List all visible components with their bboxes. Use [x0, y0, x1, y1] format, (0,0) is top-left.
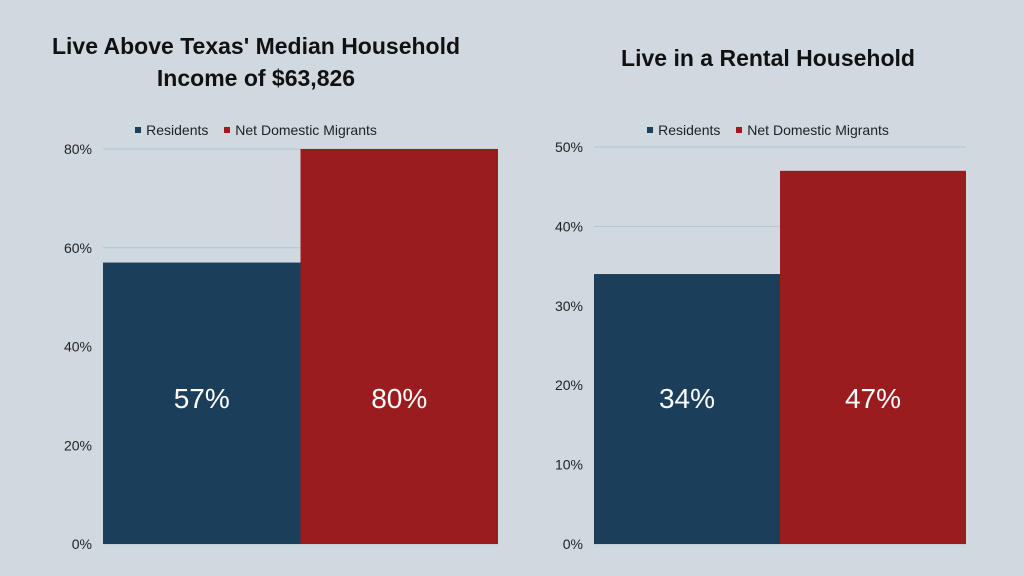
bar-data-label: 80% — [371, 383, 427, 414]
rental-plot: 0% 10% 20% 30% 40% 50% 34% 47% — [555, 139, 966, 552]
y-tick-label: 40% — [555, 218, 583, 234]
bar-data-label: 34% — [659, 383, 715, 414]
y-tick-label: 60% — [64, 240, 92, 256]
y-tick-label: 40% — [64, 339, 92, 355]
legend-swatch-residents — [135, 127, 142, 133]
y-tick-label: 30% — [555, 298, 583, 314]
legend-item-residents: Residents — [647, 122, 720, 138]
y-tick-label: 50% — [555, 139, 583, 155]
y-tick-label: 0% — [563, 536, 583, 552]
legend-label-migrants: Net Domestic Migrants — [747, 122, 889, 138]
rental-chart: Live in a Rental Household Residents Net… — [512, 0, 1024, 576]
chart-legend: Residents Net Domestic Migrants — [0, 120, 512, 138]
legend-label-migrants: Net Domestic Migrants — [235, 122, 377, 138]
y-tick-label: 0% — [72, 536, 92, 552]
y-tick-label: 10% — [555, 457, 583, 473]
y-tick-label: 80% — [64, 141, 92, 157]
income-chart: Live Above Texas' Median Household Incom… — [0, 33, 512, 552]
chart-title: Live Above Texas' Median Household Incom… — [51, 33, 461, 91]
bar-migrants — [780, 170, 966, 544]
bar-migrants — [300, 149, 498, 544]
legend-item-migrants: Net Domestic Migrants — [736, 122, 889, 138]
legend-swatch-migrants — [224, 127, 231, 133]
bar-residents — [103, 262, 301, 544]
y-tick-label: 20% — [64, 437, 92, 453]
y-tick-label: 20% — [555, 377, 583, 393]
bar-data-label: 47% — [845, 383, 901, 414]
bar-residents — [594, 274, 780, 544]
chart-title: Live in a Rental Household — [621, 45, 915, 71]
legend-item-residents: Residents — [135, 122, 208, 138]
income-plot: 0% 20% 40% 60% 80% 57% 80% — [64, 141, 498, 552]
legend-swatch-migrants — [736, 127, 743, 133]
chart-legend: Residents Net Domestic Migrants — [512, 120, 1024, 138]
legend-label-residents: Residents — [658, 122, 721, 138]
legend-swatch-residents — [647, 127, 654, 133]
legend-label-residents: Residents — [146, 122, 209, 138]
bar-data-label: 57% — [174, 383, 230, 414]
legend-item-migrants: Net Domestic Migrants — [224, 122, 377, 138]
